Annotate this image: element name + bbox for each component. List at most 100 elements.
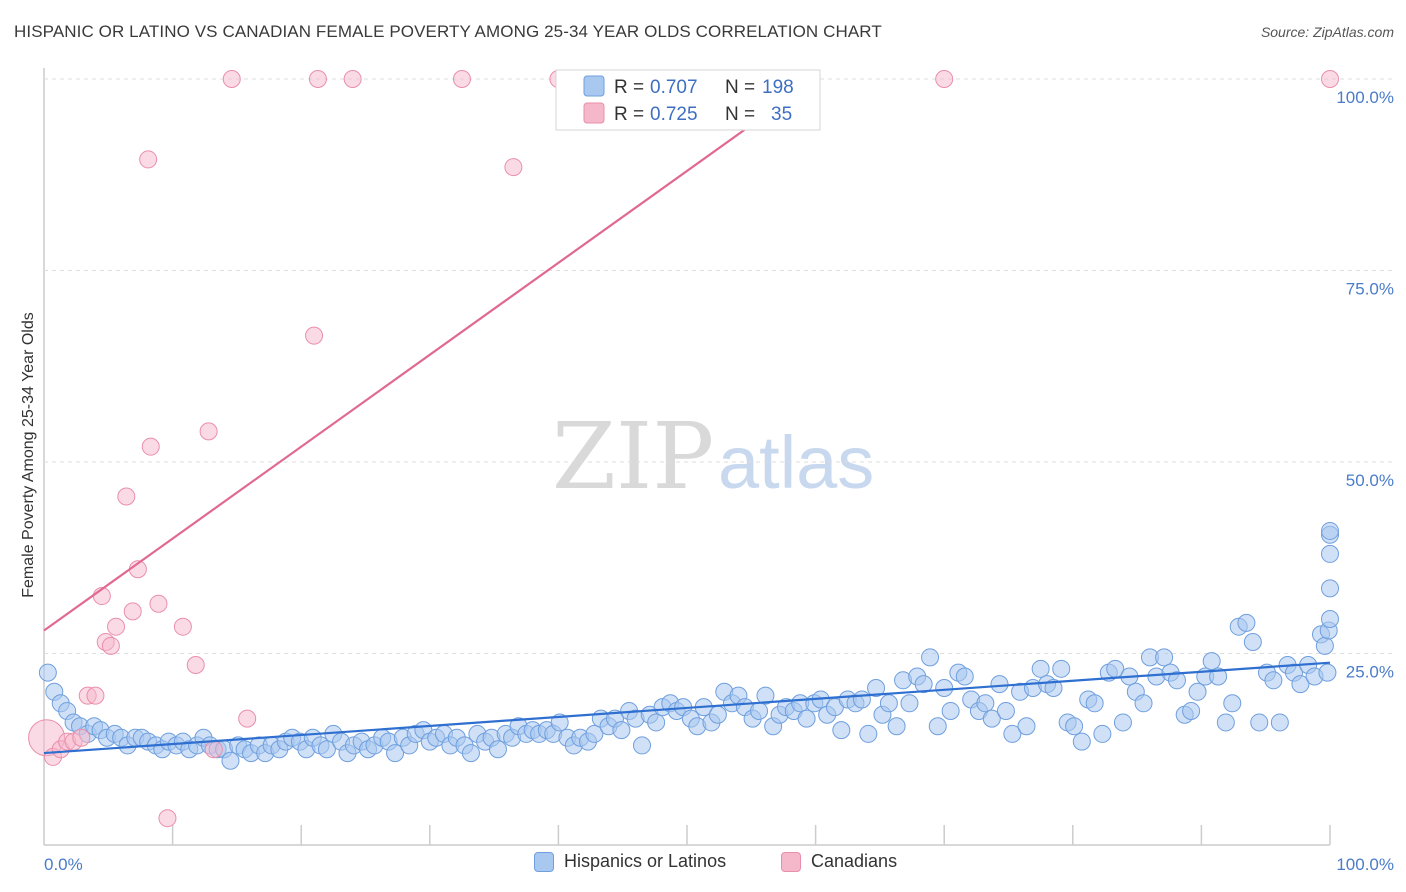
hispanic-point [900,694,919,713]
canadian-point [935,70,954,88]
hispanic-point [1209,667,1228,686]
hispanic-point [221,751,240,770]
hispanic-point [976,694,995,713]
hispanic-point [1134,694,1153,713]
hispanic-point [585,724,604,743]
hispanic-point [1065,717,1084,736]
canadian-point [107,617,126,636]
canadian-point [72,728,91,747]
legend-label-canadian: Canadians [811,851,898,871]
hispanic-point [887,717,906,736]
hispanic-point [852,690,871,709]
legend-n-value-2: 35 [771,104,792,125]
watermark-zip: ZIP [552,403,714,510]
hispanic-point [941,701,960,720]
hispanic-point [1321,521,1339,540]
hispanic-point [38,663,57,682]
hispanic-point [1031,659,1050,678]
hispanic-point [317,740,336,759]
hispanic-point [1321,579,1339,598]
hispanic-point [1093,724,1112,743]
legend-swatch-blue [534,851,554,872]
canadian-point [343,70,362,88]
canadian-point [141,437,160,456]
y-tick-label: 75.0% [1346,280,1394,299]
trend-lines [43,78,1331,755]
hispanic-point [1202,652,1221,671]
canadian-point [452,70,471,88]
canadian-point [117,487,136,506]
canadian-point [173,617,192,636]
gridlines [44,78,1394,654]
hispanic-point [1113,713,1132,732]
hispanic-point [1237,613,1256,632]
canadian-point [199,422,218,441]
y-tick-label: 25.0% [1346,663,1394,682]
hispanic-point [1188,682,1207,701]
legend-swatch-canadian [583,102,605,124]
hispanic-point [1044,678,1063,697]
y-tick-labels: 25.0% 50.0% 75.0% 100.0% [1336,88,1394,682]
canadian-point [123,602,142,621]
legend-swatch-hispanic [583,75,605,97]
hispanic-point [1017,717,1036,736]
hispanic-point [1264,671,1283,690]
hispanic-point [996,701,1015,720]
canadian-point [186,655,205,674]
hispanic-point [1155,648,1174,667]
hispanic-point [990,675,1009,694]
hispanic-point [879,694,898,713]
canadian-point [149,594,168,613]
hispanic-point [914,675,933,694]
hispanic-point [1291,675,1310,694]
canadian-point [158,809,177,828]
hispanic-point [1321,610,1339,629]
hispanic-point [935,678,954,697]
correlation-legend: R = 0.707 N = 198 R = 0.725 N = 35 [555,69,821,131]
canadian-point [86,686,105,705]
x-tick-label-max: 100.0% [1336,855,1394,874]
hispanic-points [38,521,1339,770]
hispanic-point [632,736,651,755]
legend-r-label-2: R = [614,104,644,125]
canadian-point [305,326,324,345]
hispanic-point [928,717,947,736]
legend-n-label-2: N = [725,104,755,125]
hispanic-point [1315,636,1334,655]
hispanic-point [859,724,878,743]
hispanic-point [1270,713,1289,732]
legend-r-label-1: R = [614,77,644,98]
hispanic-point [832,721,851,740]
hispanic-point [1182,701,1201,720]
hispanic-point [756,686,775,705]
canadian-point [222,70,241,88]
hispanic-point [1321,544,1339,563]
legend-r-value-2: 0.725 [650,104,698,125]
canadian-point [1321,70,1339,88]
canadian-point [238,709,257,728]
hispanic-point [1243,633,1262,652]
hispanic-point [1250,713,1269,732]
hispanic-point [955,667,974,686]
hispanic-point [647,713,666,732]
legend-n-value-1: 198 [762,77,794,98]
legend-item-canadian: Canadians [781,851,897,872]
x-ticks [171,825,1331,845]
hispanic-point [1216,713,1235,732]
hispanic-point [1052,659,1071,678]
hispanic-point [921,648,940,667]
hispanic-point [1003,724,1022,743]
legend-item-hispanic: Hispanics or Latinos [534,851,726,872]
hispanic-point [867,678,886,697]
y-tick-label: 50.0% [1346,471,1394,490]
hispanic-point [1318,663,1337,682]
y-tick-label: 100.0% [1336,88,1394,107]
canadian-trend-line [43,78,817,632]
canadian-point [204,740,223,759]
hispanic-point [750,701,769,720]
canadian-point [139,150,158,169]
legend-r-value-1: 0.707 [650,77,698,98]
legend-n-label-1: N = [725,77,755,98]
canadian-point [308,70,327,88]
